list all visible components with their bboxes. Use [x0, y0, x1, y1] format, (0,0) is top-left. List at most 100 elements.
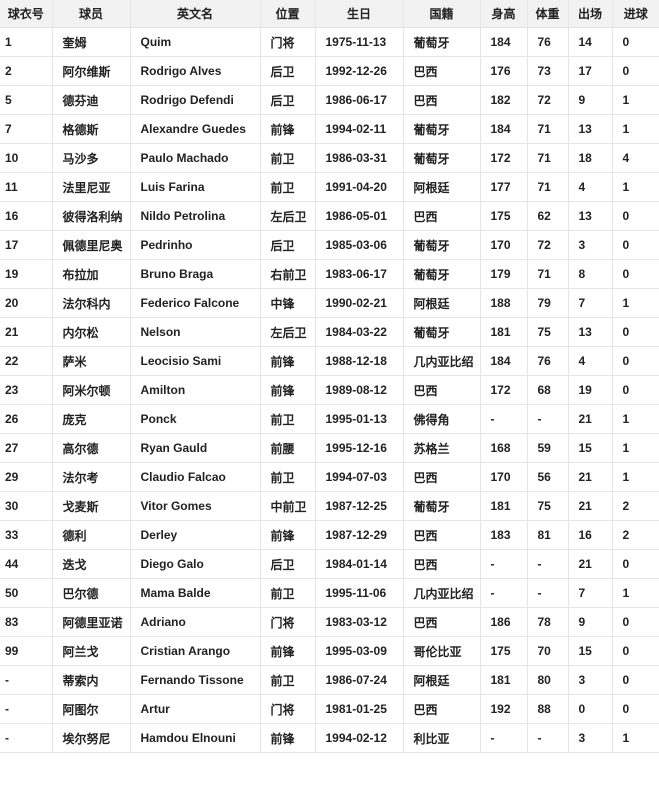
cell-goals: 0: [612, 346, 659, 376]
cell-height: 172: [480, 143, 528, 173]
cell-goals: 0: [612, 694, 659, 724]
cell-weight: -: [527, 404, 569, 434]
header-row: 球衣号 球员 英文名 位置 生日 国籍 身高 体重 出场 进球: [0, 0, 659, 28]
cell-player-name-en: Artur: [130, 694, 261, 724]
cell-goals: 1: [612, 114, 659, 144]
cell-player-name-en: Nildo Petrolina: [130, 201, 261, 231]
cell-position: 前锋: [260, 520, 316, 550]
column-header-weight: 体重: [527, 0, 569, 28]
cell-player-name-cn: 萨米: [52, 346, 131, 376]
cell-goals: 1: [612, 85, 659, 115]
cell-height: -: [480, 549, 528, 579]
cell-appearances: 7: [568, 578, 613, 608]
cell-weight: 73: [527, 56, 569, 86]
cell-birthday: 1986-05-01: [315, 201, 404, 231]
cell-jersey-number: 11: [0, 172, 53, 202]
cell-goals: 0: [612, 201, 659, 231]
cell-appearances: 9: [568, 85, 613, 115]
cell-position: 右前卫: [260, 259, 316, 289]
cell-height: 188: [480, 288, 528, 318]
cell-position: 前锋: [260, 636, 316, 666]
table-row: - 蒂索内 Fernando Tissone 前卫 1986-07-24 阿根廷 181 80…: [0, 665, 659, 695]
cell-player-name-en: Mama Balde: [130, 578, 261, 608]
cell-goals: 1: [612, 288, 659, 318]
cell-jersey-number: 27: [0, 433, 53, 463]
cell-position: 前锋: [260, 723, 316, 753]
cell-player-name-cn: 内尔松: [52, 317, 131, 347]
cell-position: 中锋: [260, 288, 316, 318]
cell-birthday: 1983-03-12: [315, 607, 404, 637]
cell-goals: 1: [612, 172, 659, 202]
cell-height: 170: [480, 462, 528, 492]
cell-nationality: 巴西: [403, 201, 481, 231]
cell-player-name-en: Derley: [130, 520, 261, 550]
column-header-nationality: 国籍: [403, 0, 481, 28]
cell-jersey-number: 17: [0, 230, 53, 260]
cell-goals: 1: [612, 723, 659, 753]
cell-position: 门将: [260, 607, 316, 637]
column-header-position: 位置: [260, 0, 316, 28]
cell-goals: 0: [612, 259, 659, 289]
cell-weight: 78: [527, 607, 569, 637]
cell-goals: 0: [612, 607, 659, 637]
cell-appearances: 15: [568, 433, 613, 463]
cell-player-name-en: Bruno Braga: [130, 259, 261, 289]
cell-jersey-number: -: [0, 665, 53, 695]
cell-goals: 4: [612, 143, 659, 173]
cell-player-name-en: Claudio Falcao: [130, 462, 261, 492]
cell-height: 175: [480, 636, 528, 666]
cell-jersey-number: 30: [0, 491, 53, 521]
cell-appearances: 17: [568, 56, 613, 86]
cell-birthday: 1994-02-11: [315, 114, 404, 144]
cell-player-name-cn: 德利: [52, 520, 131, 550]
cell-player-name-en: Amilton: [130, 375, 261, 405]
cell-player-name-en: Cristian Arango: [130, 636, 261, 666]
cell-goals: 0: [612, 27, 659, 57]
cell-appearances: 21: [568, 462, 613, 492]
cell-position: 前卫: [260, 665, 316, 695]
table-row: 5 德芬迪 Rodrigo Defendi 后卫 1986-06-17 巴西 182 72 9 1: [0, 85, 659, 115]
cell-weight: 71: [527, 259, 569, 289]
cell-jersey-number: 29: [0, 462, 53, 492]
cell-player-name-en: Paulo Machado: [130, 143, 261, 173]
cell-birthday: 1981-01-25: [315, 694, 404, 724]
cell-height: 184: [480, 27, 528, 57]
cell-jersey-number: 5: [0, 85, 53, 115]
cell-player-name-cn: 法尔考: [52, 462, 131, 492]
cell-player-name-en: Alexandre Guedes: [130, 114, 261, 144]
table-row: 7 格德斯 Alexandre Guedes 前锋 1994-02-11 葡萄牙 184 71…: [0, 114, 659, 144]
column-header-height: 身高: [480, 0, 528, 28]
cell-player-name-en: Adriano: [130, 607, 261, 637]
cell-nationality: 葡萄牙: [403, 230, 481, 260]
cell-birthday: 1990-02-21: [315, 288, 404, 318]
cell-appearances: 3: [568, 665, 613, 695]
cell-player-name-cn: 阿图尔: [52, 694, 131, 724]
cell-nationality: 利比亚: [403, 723, 481, 753]
cell-jersey-number: 7: [0, 114, 53, 144]
cell-player-name-cn: 奎姆: [52, 27, 131, 57]
cell-player-name-cn: 阿德里亚诺: [52, 607, 131, 637]
table-row: 50 巴尔德 Mama Balde 前卫 1995-11-06 几内亚比绍 - -7 1: [0, 578, 659, 608]
cell-birthday: 1986-06-17: [315, 85, 404, 115]
cell-jersey-number: 44: [0, 549, 53, 579]
cell-height: -: [480, 578, 528, 608]
table-row: 30 戈麦斯 Vitor Gomes 中前卫 1987-12-25 葡萄牙 181 75 21 2: [0, 491, 659, 521]
table-row: 27 高尔德 Ryan Gauld 前腰 1995-12-16 苏格兰 168 59 15 1: [0, 433, 659, 463]
cell-height: 181: [480, 491, 528, 521]
cell-position: 前卫: [260, 578, 316, 608]
cell-birthday: 1995-01-13: [315, 404, 404, 434]
table-row: - 埃尔努尼 Hamdou Elnouni 前锋 1994-02-12 利比亚 - -3 1: [0, 723, 659, 753]
table-body: 1 奎姆 Quim 门将 1975-11-13 葡萄牙 184 76 14 0 2 阿尔维斯 Rodri…: [0, 27, 659, 753]
cell-goals: 0: [612, 375, 659, 405]
cell-position: 前锋: [260, 346, 316, 376]
cell-position: 后卫: [260, 56, 316, 86]
cell-position: 左后卫: [260, 201, 316, 231]
cell-jersey-number: 50: [0, 578, 53, 608]
cell-player-name-cn: 戈麦斯: [52, 491, 131, 521]
table-row: 23 阿米尔顿 Amilton 前锋 1989-08-12 巴西 172 68 19 0: [0, 375, 659, 405]
cell-player-name-en: Quim: [130, 27, 261, 57]
cell-position: 前卫: [260, 404, 316, 434]
cell-player-name-cn: 德芬迪: [52, 85, 131, 115]
cell-height: 183: [480, 520, 528, 550]
cell-jersey-number: 10: [0, 143, 53, 173]
